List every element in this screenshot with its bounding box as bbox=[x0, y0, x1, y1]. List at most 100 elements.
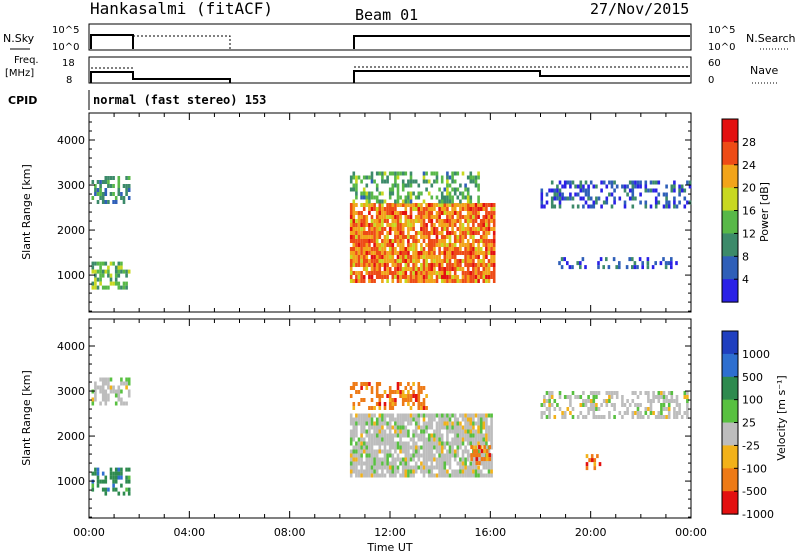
data-cell bbox=[459, 267, 462, 271]
data-cell bbox=[461, 239, 465, 243]
data-cell bbox=[125, 377, 128, 382]
data-cell bbox=[99, 265, 102, 270]
data-cell bbox=[383, 390, 387, 394]
data-cell bbox=[686, 395, 689, 399]
data-cell bbox=[479, 425, 483, 430]
data-cell bbox=[412, 239, 415, 243]
data-cell bbox=[104, 401, 108, 406]
data-cell bbox=[420, 453, 423, 458]
data-cell bbox=[420, 465, 423, 470]
data-cell bbox=[368, 417, 371, 422]
data-cell bbox=[349, 227, 353, 231]
data-cell bbox=[477, 473, 480, 478]
data-cell bbox=[563, 395, 567, 399]
data-cell bbox=[427, 239, 431, 243]
data-cell bbox=[662, 204, 666, 209]
data-cell bbox=[417, 433, 421, 438]
data-cell bbox=[107, 385, 110, 390]
data-cell bbox=[368, 425, 371, 430]
data-cell bbox=[582, 391, 585, 395]
data-cell bbox=[490, 255, 493, 259]
data-cell bbox=[360, 429, 363, 434]
data-cell bbox=[448, 231, 452, 235]
data-cell bbox=[104, 192, 108, 196]
data-cell bbox=[104, 475, 108, 480]
data-cell bbox=[582, 184, 585, 189]
data-cell bbox=[466, 453, 470, 458]
data-cell bbox=[414, 453, 418, 458]
data-cell bbox=[96, 483, 100, 488]
data-cell bbox=[399, 417, 402, 422]
data-cell bbox=[357, 227, 361, 231]
data-cell bbox=[440, 219, 444, 223]
data-cell bbox=[657, 180, 661, 185]
data-cell bbox=[479, 469, 483, 474]
data-cell bbox=[487, 429, 491, 434]
data-cell bbox=[412, 243, 415, 247]
data-cell bbox=[461, 449, 465, 454]
data-cell bbox=[435, 433, 439, 438]
data-cell bbox=[443, 271, 447, 275]
data-cell bbox=[422, 247, 426, 251]
data-cell bbox=[686, 403, 689, 407]
data-cell bbox=[443, 469, 447, 474]
data-cell bbox=[357, 223, 361, 227]
data-cell bbox=[368, 259, 371, 263]
data-cell bbox=[678, 184, 681, 189]
data-cell bbox=[485, 449, 489, 454]
data-cell bbox=[425, 406, 428, 410]
data-cell bbox=[435, 255, 439, 259]
data-cell bbox=[349, 429, 353, 434]
data-cell bbox=[417, 239, 421, 243]
data-cell bbox=[365, 259, 369, 263]
data-cell bbox=[383, 275, 387, 279]
data-cell bbox=[446, 473, 449, 478]
data-cell bbox=[487, 461, 491, 466]
data-cell bbox=[634, 391, 637, 395]
data-cell bbox=[383, 259, 387, 263]
data-cell bbox=[117, 188, 121, 192]
data-cell bbox=[355, 271, 358, 275]
data-cell bbox=[688, 180, 692, 185]
data-cell bbox=[678, 411, 681, 415]
data-cell bbox=[443, 235, 447, 239]
data-cell bbox=[469, 211, 473, 215]
data-cell bbox=[378, 191, 382, 196]
data-cell bbox=[430, 425, 434, 430]
data-cell bbox=[407, 449, 410, 454]
data-cell bbox=[569, 403, 572, 407]
data-cell bbox=[485, 235, 488, 239]
data-cell bbox=[99, 184, 102, 188]
data-cell bbox=[490, 433, 493, 438]
data-cell bbox=[370, 179, 374, 184]
data-cell bbox=[610, 204, 614, 209]
data-cell bbox=[634, 403, 637, 407]
data-cell bbox=[420, 425, 423, 430]
data-cell bbox=[120, 285, 123, 290]
data-cell bbox=[386, 433, 389, 438]
data-cell bbox=[477, 203, 480, 207]
data-cell bbox=[435, 179, 439, 184]
data-cell bbox=[438, 457, 441, 462]
data-cell bbox=[109, 261, 113, 266]
data-cell bbox=[469, 413, 473, 418]
data-cell bbox=[91, 483, 95, 488]
data-cell bbox=[381, 231, 384, 235]
data-cell bbox=[479, 473, 483, 478]
data-cell bbox=[373, 465, 376, 470]
data-cell bbox=[414, 243, 418, 247]
data-cell bbox=[383, 417, 387, 422]
data-cell bbox=[459, 461, 462, 466]
data-cell bbox=[370, 231, 374, 235]
data-cell bbox=[425, 231, 428, 235]
data-cell bbox=[396, 417, 400, 422]
data-cell bbox=[412, 203, 415, 207]
data-cell bbox=[355, 235, 358, 239]
data-cell bbox=[365, 473, 369, 478]
data-cell bbox=[485, 271, 488, 275]
data-cell bbox=[370, 441, 374, 446]
data-cell bbox=[430, 211, 434, 215]
data-cell bbox=[459, 433, 462, 438]
data-cell bbox=[96, 467, 100, 472]
data-cell bbox=[466, 267, 470, 271]
